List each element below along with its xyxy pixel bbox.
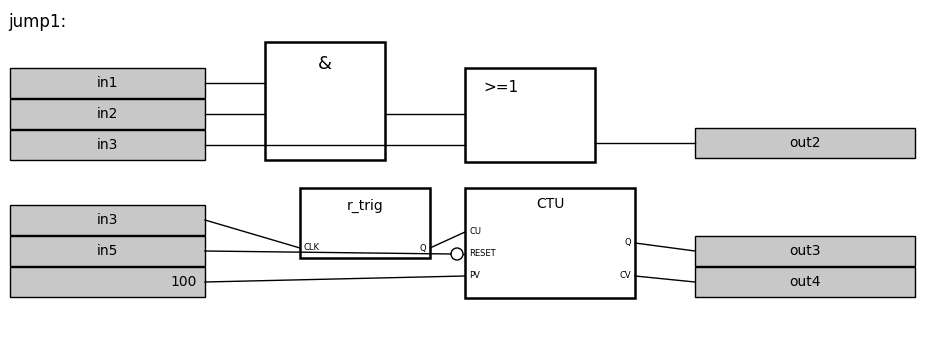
Text: &: &	[318, 55, 332, 73]
Bar	[465, 188, 635, 298]
Text: in1: in1	[97, 76, 118, 90]
Text: CLK: CLK	[304, 243, 320, 252]
Text: CV: CV	[619, 271, 631, 281]
Text: in2: in2	[97, 107, 118, 121]
Text: jump1:: jump1:	[8, 13, 66, 31]
Text: Q: Q	[624, 238, 631, 248]
Text: out3: out3	[790, 244, 821, 258]
Bar	[10, 99, 205, 129]
Text: >=1: >=1	[483, 80, 518, 95]
Text: r_trig: r_trig	[347, 199, 384, 213]
Bar	[10, 68, 205, 98]
Bar	[300, 188, 430, 258]
Bar	[465, 68, 595, 162]
Text: in5: in5	[97, 244, 118, 258]
Bar	[695, 267, 915, 297]
Bar	[265, 42, 385, 160]
Text: out4: out4	[790, 275, 821, 289]
Bar	[10, 130, 205, 160]
Bar	[10, 236, 205, 266]
Text: RESET: RESET	[469, 250, 495, 258]
Bar	[10, 267, 205, 297]
Bar	[695, 128, 915, 158]
Text: Q: Q	[419, 243, 426, 252]
Bar	[10, 205, 205, 235]
Bar	[695, 236, 915, 266]
Text: CU: CU	[469, 227, 481, 237]
Text: 100: 100	[171, 275, 197, 289]
Text: PV: PV	[469, 271, 480, 281]
Circle shape	[451, 248, 463, 260]
Text: CTU: CTU	[536, 197, 564, 211]
Text: out2: out2	[790, 136, 821, 150]
Text: in3: in3	[97, 213, 118, 227]
Text: in3: in3	[97, 138, 118, 152]
